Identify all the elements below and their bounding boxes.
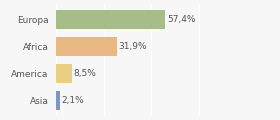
Bar <box>56 64 72 83</box>
Text: 8,5%: 8,5% <box>74 69 97 78</box>
Bar <box>56 37 117 56</box>
Bar <box>56 10 165 29</box>
Text: 2,1%: 2,1% <box>62 96 84 105</box>
Text: 57,4%: 57,4% <box>167 15 195 24</box>
Text: 31,9%: 31,9% <box>118 42 147 51</box>
Bar <box>56 91 60 110</box>
